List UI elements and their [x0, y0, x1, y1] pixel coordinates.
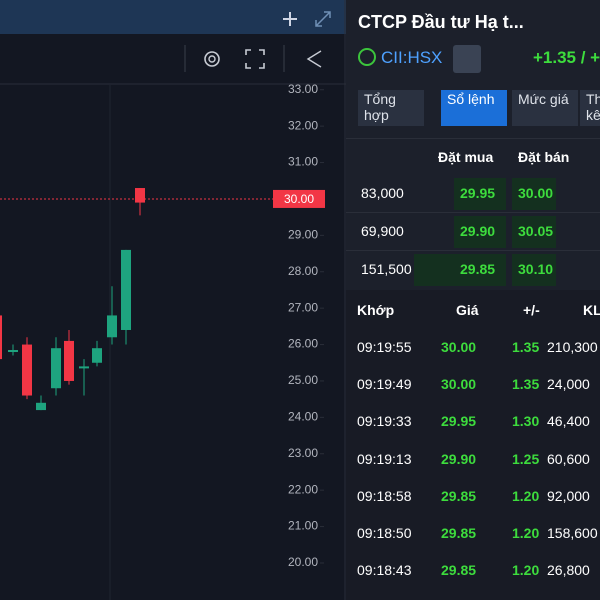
time: 09:18:58 [357, 487, 412, 504]
order-panel: CTCP Đầu tư Hạ t... CII:HSX +1.35 / + Tổ… [346, 0, 600, 600]
chart: 33.00 32.00 31.00 30.00 29.00 28.00 27.00 26.00… [0, 0, 346, 600]
header: Khớp [357, 302, 395, 318]
tab[interactable]: Tổng hợp [358, 90, 424, 126]
volume: 69,900 [361, 223, 404, 239]
tab[interactable]: Sổ lệnh [441, 90, 507, 126]
price: 29.85 [441, 525, 477, 541]
y-tick-label: 21.00 [288, 519, 318, 533]
candle-body [36, 402, 46, 411]
bid-bar [454, 216, 506, 248]
current-price-label: 30.00 [284, 192, 314, 206]
time: 09:18:43 [357, 562, 412, 579]
ask-bar [512, 216, 556, 248]
time: 09:19:33 [357, 413, 412, 430]
y-tick-label: 22.00 [288, 482, 318, 496]
volume: 158,600 [547, 525, 598, 541]
fullscreen-button[interactable] [245, 49, 265, 69]
header: Giá [456, 302, 479, 318]
toolbar [0, 35, 346, 83]
price: 29.85 [441, 562, 477, 579]
time: 09:18:50 [357, 525, 412, 541]
symbol[interactable]: CII:HSX [381, 48, 443, 67]
header: Đặt mua [438, 149, 494, 165]
time: 09:19:55 [357, 339, 412, 355]
header: +/- [523, 302, 540, 318]
edit-button[interactable] [453, 45, 481, 73]
ask-price: 30.10 [518, 261, 554, 277]
volume: 92,000 [547, 487, 590, 504]
ask-bar [512, 254, 556, 286]
candle-body [135, 188, 145, 203]
candle-body [107, 315, 117, 338]
price: 29.95 [441, 413, 477, 430]
candle-body [51, 348, 61, 389]
time: 09:19:13 [357, 450, 412, 467]
candle-body [22, 344, 32, 396]
candle-body [64, 340, 74, 381]
ask-price: 30.05 [518, 223, 554, 239]
y-tick-label: 32.00 [288, 118, 318, 132]
header: KL [583, 302, 600, 318]
tab[interactable]: Th kê [580, 90, 600, 126]
bid-price: 29.90 [460, 223, 496, 239]
settings-icon [208, 55, 216, 63]
volume: 60,600 [547, 450, 590, 467]
divider [346, 138, 600, 139]
change: 1.20 [512, 562, 540, 579]
change: 1.25 [512, 450, 540, 467]
volume: 24,000 [547, 376, 590, 393]
section-bg [346, 290, 600, 600]
share-button[interactable] [306, 50, 322, 68]
candle-body [79, 366, 89, 369]
y-tick-label: 31.00 [288, 155, 318, 169]
instrument-name: CTCP Đầu tư Hạ t... [358, 12, 524, 32]
volume: 83,000 [361, 185, 404, 201]
expand-button[interactable] [315, 11, 331, 27]
change: 1.35 [512, 376, 540, 393]
price: 29.90 [441, 450, 477, 467]
change: 1.20 [512, 487, 540, 504]
bid-price: 29.95 [460, 185, 496, 201]
status-icon [358, 48, 376, 66]
change: 1.30 [512, 413, 540, 430]
volume: 46,400 [547, 413, 590, 430]
add-button[interactable] [283, 12, 297, 26]
volume: 151,500 [361, 261, 412, 277]
change: 1.35 [512, 339, 540, 355]
y-tick-label: 20.00 [288, 555, 318, 569]
price: 30.00 [441, 376, 477, 393]
ask-bar [512, 178, 556, 210]
y-tick-label: 25.00 [288, 373, 318, 387]
price: 30.00 [441, 339, 477, 355]
bid-bar [414, 254, 506, 286]
divider [346, 250, 600, 251]
y-tick-label: 27.00 [288, 300, 318, 314]
time: 09:19:49 [357, 376, 412, 393]
candle-body [8, 350, 18, 353]
y-tick-label: 29.00 [288, 228, 318, 242]
ask-price: 30.00 [518, 185, 554, 201]
price: 29.85 [441, 487, 477, 504]
header: Đặt bán [518, 149, 570, 165]
change: 1.20 [512, 525, 540, 541]
tab[interactable]: Mức giá [512, 90, 578, 126]
volume: 26,800 [547, 562, 590, 579]
y-tick-label: 33.00 [288, 82, 318, 96]
candle-body [92, 348, 102, 363]
y-tick-label: 26.00 [288, 337, 318, 351]
top-bar [0, 0, 346, 34]
candle-body [121, 249, 131, 330]
volume: 210,300 [547, 339, 598, 355]
current-price-box [273, 189, 325, 208]
y-tick-label: 24.00 [288, 410, 318, 424]
bid-bar [454, 178, 506, 210]
y-tick-label: 23.00 [288, 446, 318, 460]
price-change: +1.35 / + [533, 48, 600, 67]
settings-button[interactable] [204, 51, 220, 67]
divider [346, 212, 600, 213]
y-tick-label: 28.00 [288, 264, 318, 278]
bid-price: 29.85 [460, 261, 496, 277]
candle-body [0, 315, 2, 360]
